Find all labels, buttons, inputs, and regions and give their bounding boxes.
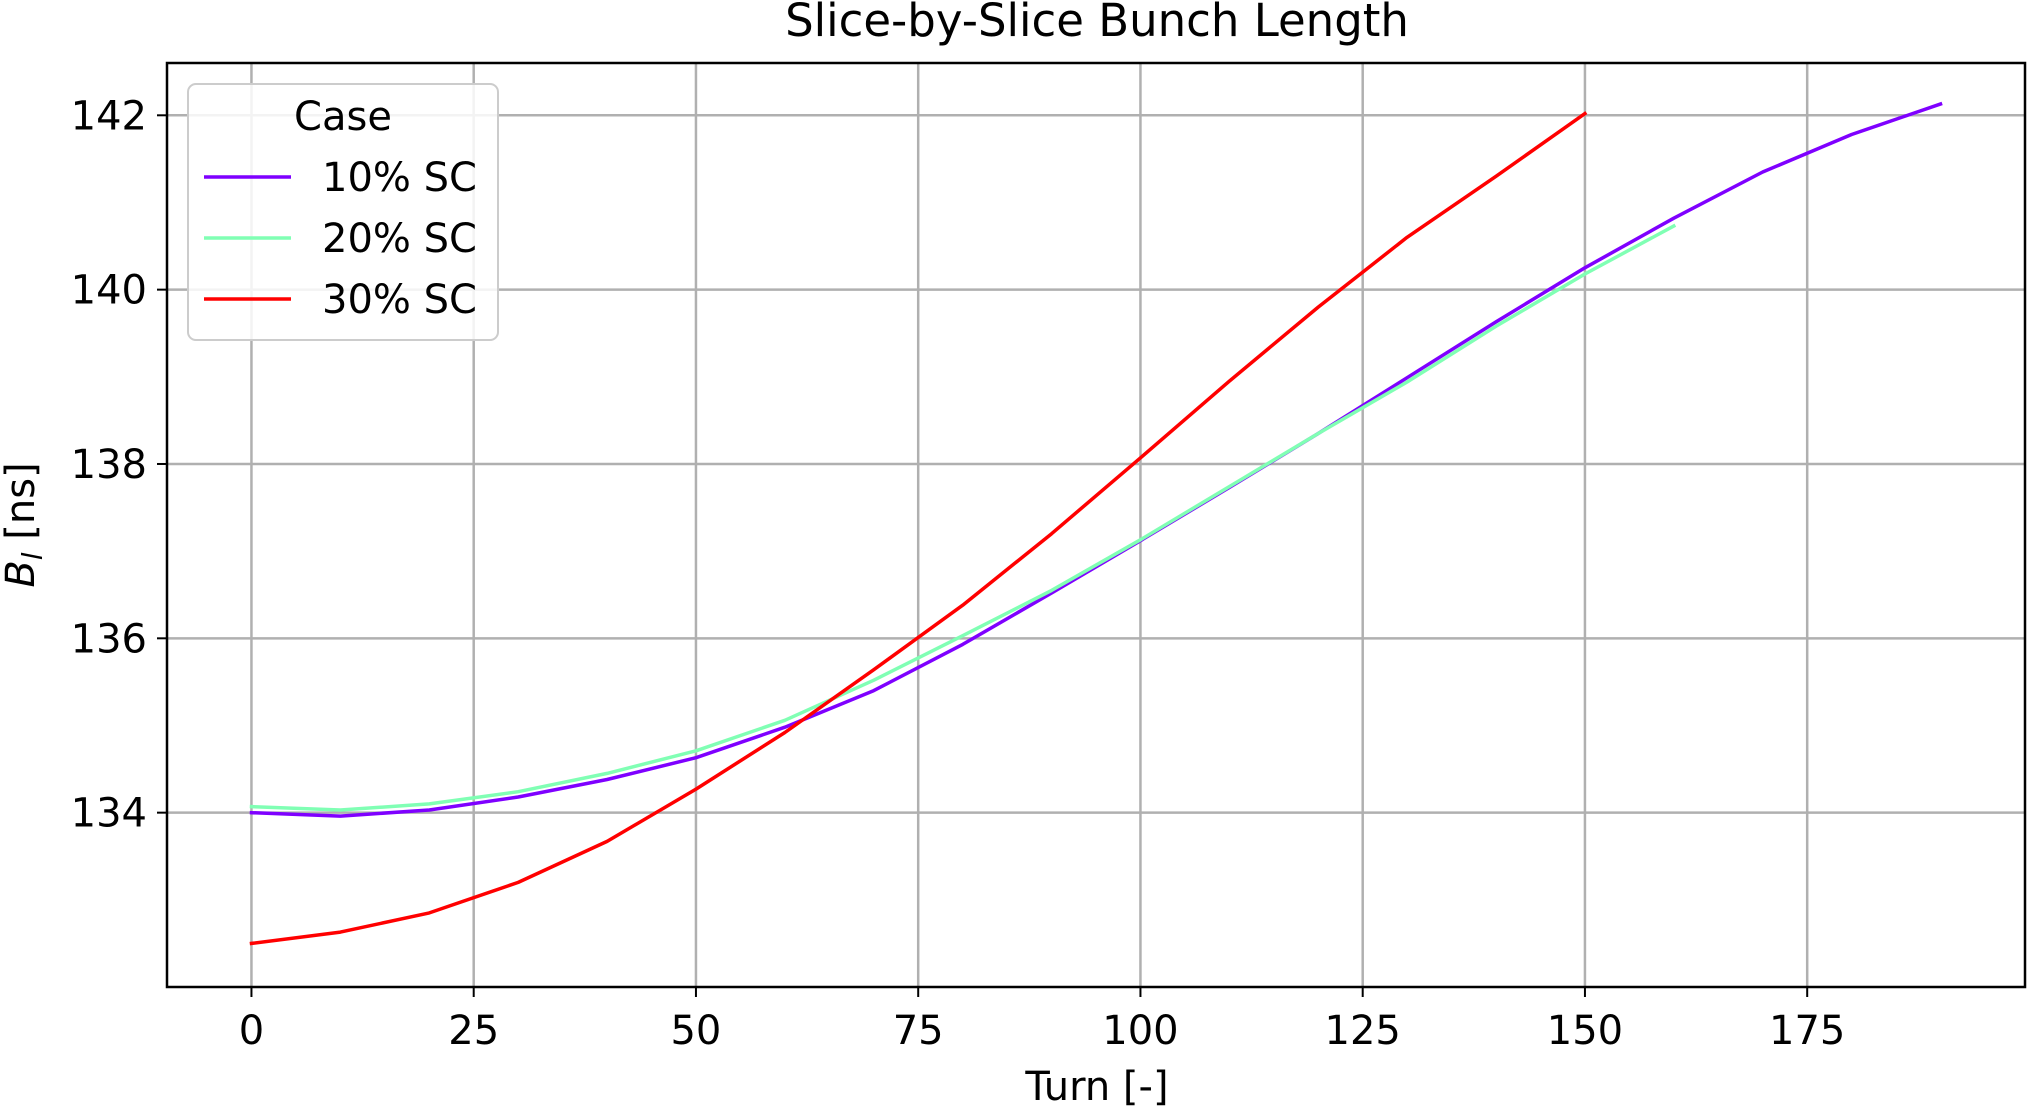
chart-title: Slice-by-Slice Bunch Length bbox=[785, 0, 1409, 47]
y-axis-label: Bl [ns] bbox=[0, 462, 49, 587]
y-tick-label: 142 bbox=[71, 93, 147, 139]
y-tick-label: 138 bbox=[71, 442, 147, 488]
x-axis-label: Turn [-] bbox=[1024, 1064, 1168, 1109]
plot-area-frame bbox=[165, 61, 2027, 989]
legend-entries: 10% SC 20% SC 30% SC bbox=[204, 155, 477, 323]
y-axis-label-unit: [ns] bbox=[0, 462, 44, 552]
x-axis-ticks: 0 25 50 75 100 125 150 175 bbox=[239, 987, 1845, 1054]
legend-label: 20% SC bbox=[322, 216, 477, 262]
y-tick-label: 140 bbox=[71, 268, 147, 314]
series-layer bbox=[249, 101, 1943, 946]
y-tick-label: 136 bbox=[71, 616, 147, 662]
y-axis-label-symbol: B bbox=[0, 560, 44, 587]
y-axis-ticks: 134 136 138 140 142 bbox=[71, 93, 167, 837]
legend-label: 10% SC bbox=[322, 155, 477, 201]
x-tick-label: 125 bbox=[1325, 1008, 1401, 1054]
legend-label: 30% SC bbox=[322, 277, 477, 323]
series-line bbox=[249, 223, 1677, 812]
x-tick-label: 25 bbox=[448, 1008, 499, 1054]
series-line bbox=[249, 111, 1588, 946]
legend-title: Case bbox=[294, 94, 392, 140]
x-tick-label: 100 bbox=[1102, 1008, 1178, 1054]
x-tick-label: 75 bbox=[893, 1008, 944, 1054]
grid-lines bbox=[167, 63, 2025, 987]
x-tick-label: 50 bbox=[670, 1008, 721, 1054]
y-axis-label-subscript: l bbox=[16, 552, 49, 560]
legend-box bbox=[187, 83, 499, 341]
x-tick-label: 150 bbox=[1547, 1008, 1623, 1054]
x-tick-label: 0 bbox=[239, 1008, 264, 1054]
legend: Case 10% SC 20% SC 30% SC bbox=[187, 83, 499, 341]
y-tick-label: 134 bbox=[71, 791, 147, 837]
x-tick-label: 175 bbox=[1769, 1008, 1845, 1054]
